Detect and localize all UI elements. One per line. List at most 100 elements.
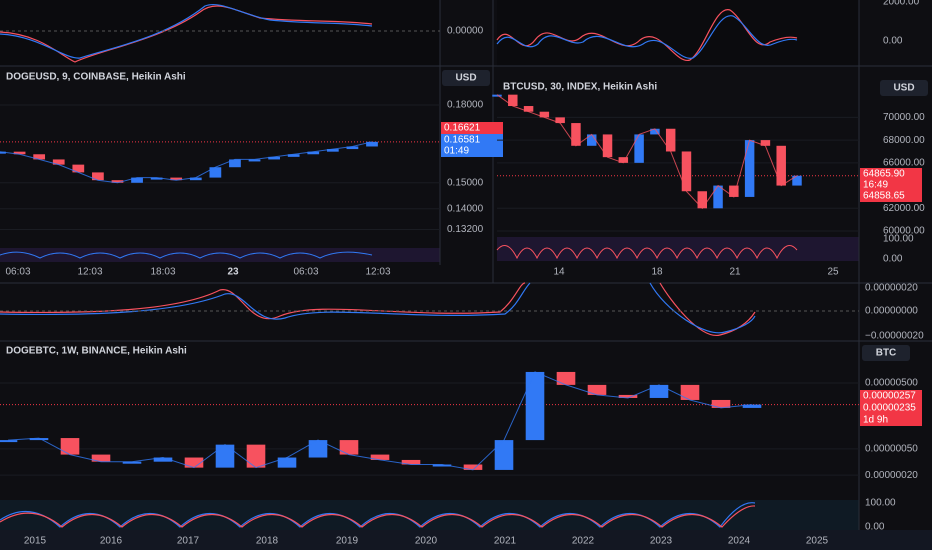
price-badge-label: 01:49: [444, 146, 469, 157]
y-tick-label: 0.18000: [447, 100, 484, 111]
panel-bg: [497, 237, 859, 261]
y-tick-label: 0.00000500: [865, 378, 918, 389]
candle: [555, 117, 565, 124]
candle: [432, 464, 452, 467]
candle: [760, 140, 771, 146]
candle: [523, 106, 534, 112]
x-tick-label: 2019: [336, 536, 359, 547]
candle: [680, 384, 700, 400]
x-tick-label: 2018: [256, 536, 279, 547]
candle: [681, 151, 692, 192]
currency-button[interactable]: [880, 80, 928, 96]
candle: [287, 154, 300, 157]
panel-title: DOGEBTC, 1W, BINANCE, Heikin Ashi: [6, 346, 187, 357]
candle: [494, 440, 514, 470]
x-tick-label: 2024: [728, 536, 751, 547]
candle: [744, 140, 755, 197]
currency: USD: [893, 83, 914, 94]
stoch-line: [0, 251, 373, 259]
candle: [618, 394, 638, 398]
candle: [339, 440, 359, 455]
candle: [13, 151, 26, 155]
candle: [60, 438, 80, 455]
price-badge: [860, 168, 922, 180]
price-badge-label: 64865.90: [863, 169, 905, 180]
candle: [602, 134, 613, 158]
x-tick-label: 2015: [24, 536, 47, 547]
price-badge-label: 0.00000257: [863, 391, 916, 402]
candle: [463, 464, 483, 470]
candle: [29, 438, 49, 441]
candle: [346, 146, 359, 150]
currency-button[interactable]: [862, 345, 910, 361]
candle: [665, 128, 676, 152]
candle: [209, 167, 222, 178]
price-badge: [860, 179, 922, 191]
indicator-label: 0.00: [883, 254, 903, 265]
candle: [711, 399, 731, 408]
x-tick-label: 2022: [572, 536, 595, 547]
indicator-label: 100.00: [865, 498, 896, 509]
candle: [539, 111, 550, 118]
candle: [308, 440, 328, 458]
price-line-series: [496, 94, 798, 210]
candle: [729, 185, 739, 197]
panel-bg: [0, 248, 440, 262]
macd-line: [0, 5, 373, 63]
indicator-label: 0.00: [883, 36, 903, 47]
price-badge: [441, 145, 503, 157]
indicator-label: 0.00000: [447, 26, 484, 37]
y-tick-label: 0.15000: [447, 177, 484, 188]
candle: [370, 454, 390, 460]
price-badge-label: 0.00000235: [863, 403, 916, 414]
x-tick-label: 12:03: [77, 267, 102, 278]
candle: [150, 177, 163, 180]
candle: [650, 128, 660, 135]
candle: [268, 156, 280, 160]
price-badge: [860, 402, 922, 414]
price-badge: [860, 414, 922, 426]
y-tick-label: 0.00000020: [865, 470, 918, 481]
candle: [508, 94, 518, 107]
candle: [91, 454, 111, 462]
candle: [33, 154, 46, 160]
currency: BTC: [876, 348, 897, 359]
indicator-label: 0.00000000: [865, 306, 918, 317]
candle: [215, 444, 235, 468]
x-tick-label: 14: [553, 267, 565, 278]
x-tick-label: 06:03: [293, 267, 318, 278]
y-tick-label: 0.14000: [447, 203, 484, 214]
price-badge: [860, 390, 922, 402]
candle: [122, 461, 142, 464]
candle: [189, 177, 202, 181]
currency-button[interactable]: [442, 70, 490, 86]
candle: [0, 440, 18, 443]
panel-bg: [0, 0, 440, 66]
panel-bg: [497, 0, 859, 66]
stoch-line: [496, 245, 798, 260]
x-tick-label: 21: [729, 267, 741, 278]
y-tick-label: 0.00000050: [865, 444, 918, 455]
price-badge-label: 16:49: [863, 180, 888, 191]
candle: [0, 151, 6, 154]
price-badge-label: 0.16621: [444, 123, 481, 134]
candle: [713, 185, 723, 209]
indicator-label: −0.00000020: [865, 331, 924, 342]
y-tick-label: 60000.00: [883, 226, 925, 237]
price-badge: [441, 122, 503, 134]
candle: [492, 94, 502, 97]
panel-title: DOGEUSD, 9, COINBASE, Heikin Ashi: [6, 72, 186, 83]
x-tick-label: 2021: [494, 536, 517, 547]
y-tick-label: 68000.00: [883, 135, 925, 146]
macd-signal: [496, 15, 798, 59]
x-tick-label: 18: [651, 267, 663, 278]
macd-line: [496, 9, 798, 61]
price-badge-label: 0.16581: [444, 135, 481, 146]
candle: [556, 371, 576, 385]
x-tick-label: 2020: [415, 536, 438, 547]
x-tick-label: 2023: [650, 536, 673, 547]
candle: [587, 384, 607, 395]
x-tick-label: 23: [227, 267, 239, 278]
price-badge: [860, 190, 922, 202]
price-line-series: [0, 141, 373, 184]
